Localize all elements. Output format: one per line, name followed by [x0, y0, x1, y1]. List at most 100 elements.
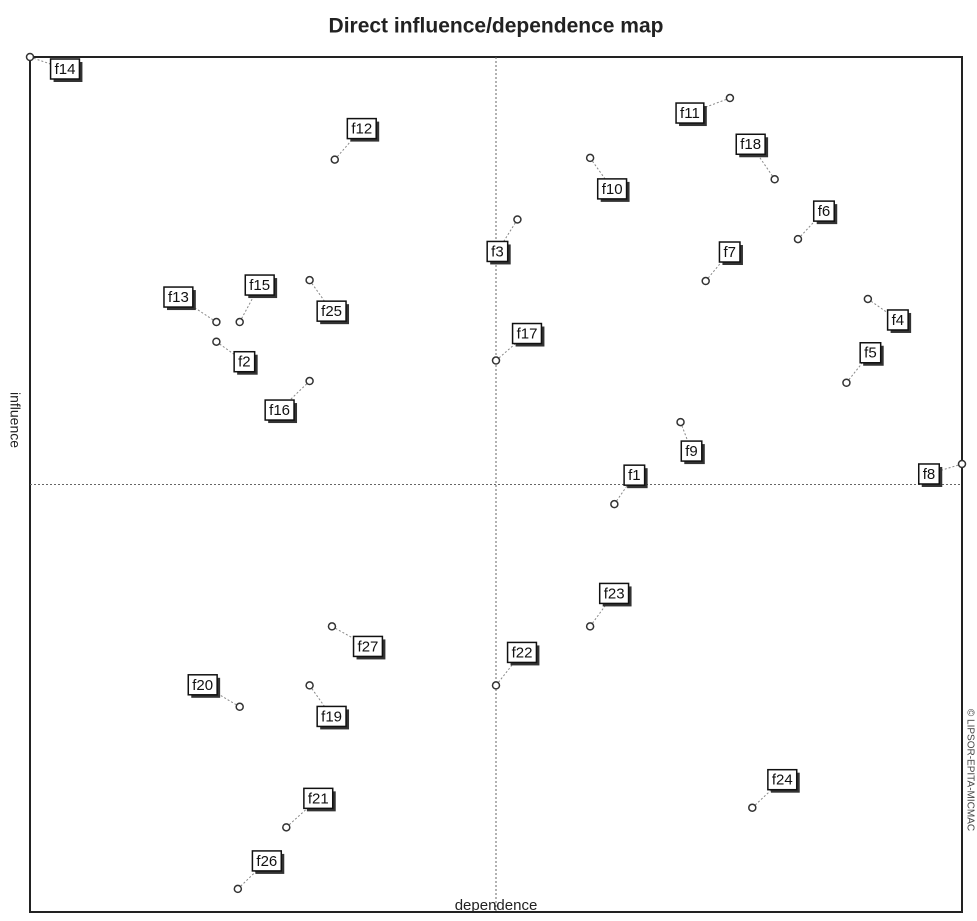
- data-point: [957, 459, 967, 469]
- data-point: [585, 153, 595, 163]
- leader-line: [495, 652, 523, 686]
- leader-line: [239, 284, 261, 323]
- point-label-text: f14: [55, 61, 76, 78]
- data-point: [725, 93, 735, 103]
- label-box: [303, 787, 334, 810]
- point-label-text: f4: [892, 312, 905, 329]
- point-label: f4: [886, 309, 912, 333]
- point-label: f12: [346, 117, 380, 142]
- point-label-text: f23: [604, 585, 625, 602]
- point-label-text: f26: [256, 853, 277, 870]
- leader-line: [331, 625, 369, 647]
- point-label: f25: [316, 300, 350, 325]
- label-box: [163, 286, 194, 308]
- point-label: f26: [251, 850, 285, 874]
- point-label-text: f6: [818, 203, 831, 220]
- point-label: f3: [486, 240, 511, 265]
- point-label: f27: [352, 635, 386, 660]
- point-label-text: f10: [602, 181, 623, 198]
- point-label-text: f2: [238, 354, 251, 371]
- point-label: f14: [49, 58, 83, 82]
- leader-line: [495, 333, 528, 361]
- point-label: f11: [675, 102, 707, 127]
- label-box: [511, 322, 543, 345]
- point-label-text: f9: [685, 443, 698, 460]
- leader-line: [751, 779, 783, 809]
- data-point: [282, 823, 291, 832]
- y-axis-label: influence: [7, 392, 23, 448]
- point-label: f21: [303, 787, 336, 812]
- data-point: [748, 803, 757, 812]
- data-point: [25, 52, 35, 62]
- point-label-text: f19: [321, 708, 342, 725]
- point-label-text: f11: [680, 105, 700, 122]
- label-box: [316, 300, 347, 322]
- leader-line: [285, 797, 319, 828]
- data-point: [212, 317, 221, 327]
- label-box: [264, 399, 295, 421]
- leader-line: [202, 684, 240, 708]
- label-box: [251, 850, 283, 872]
- label-box: [346, 117, 377, 140]
- data-point: [842, 378, 851, 388]
- data-point: [863, 294, 873, 304]
- point-label: f13: [163, 286, 196, 311]
- point-label: f20: [187, 674, 221, 698]
- point-label-text: f3: [491, 243, 504, 260]
- copyright: © LIPSOR-EPITA-MICMAC: [964, 709, 975, 831]
- label-box: [598, 582, 630, 605]
- point-label: f6: [812, 200, 838, 225]
- point-label: f1: [623, 464, 648, 489]
- label-box: [623, 464, 646, 486]
- label-box: [49, 58, 81, 80]
- chart-title: Direct influence/dependence map: [329, 15, 664, 38]
- label-box: [812, 200, 835, 222]
- data-point: [770, 175, 779, 184]
- point-label-text: f12: [351, 121, 372, 138]
- point-label: f10: [596, 178, 630, 202]
- data-point: [327, 622, 337, 631]
- label-box: [352, 635, 384, 658]
- point-label: f9: [680, 440, 705, 465]
- point-label-text: f8: [923, 466, 936, 483]
- point-label-text: f18: [740, 136, 761, 153]
- label-box: [316, 705, 347, 728]
- point-label: f18: [735, 133, 769, 158]
- point-label-text: f27: [358, 638, 379, 655]
- point-label: f22: [506, 641, 540, 666]
- data-point: [330, 155, 340, 164]
- data-point: [305, 275, 314, 285]
- point-label: f23: [598, 582, 632, 607]
- data-point: [676, 417, 685, 427]
- point-label: f2: [233, 350, 258, 375]
- point-label: f8: [917, 463, 943, 487]
- point-label-text: f20: [192, 677, 213, 694]
- data-point: [235, 702, 244, 712]
- point-label-text: f1: [628, 467, 641, 484]
- label-box: [718, 241, 741, 263]
- data-point: [610, 499, 619, 509]
- data-point: [513, 215, 522, 224]
- data-point: [491, 681, 501, 690]
- point-label-text: f16: [269, 402, 290, 419]
- label-box: [735, 133, 766, 156]
- data-point: [491, 356, 501, 365]
- label-box: [859, 342, 882, 364]
- data-point: [235, 317, 244, 327]
- point-label: f24: [767, 768, 800, 793]
- label-box: [680, 440, 703, 462]
- leader-line: [689, 97, 731, 114]
- data-point: [793, 234, 803, 244]
- point-label-text: f25: [321, 303, 342, 320]
- label-box: [917, 463, 941, 485]
- data-point: [701, 276, 710, 286]
- data-point: [212, 337, 221, 346]
- leader-line: [279, 380, 310, 411]
- data-point: [305, 681, 314, 690]
- point-label: f15: [244, 274, 278, 299]
- point-label: f17: [511, 322, 545, 347]
- label-box: [233, 350, 256, 373]
- leader-line: [750, 143, 776, 180]
